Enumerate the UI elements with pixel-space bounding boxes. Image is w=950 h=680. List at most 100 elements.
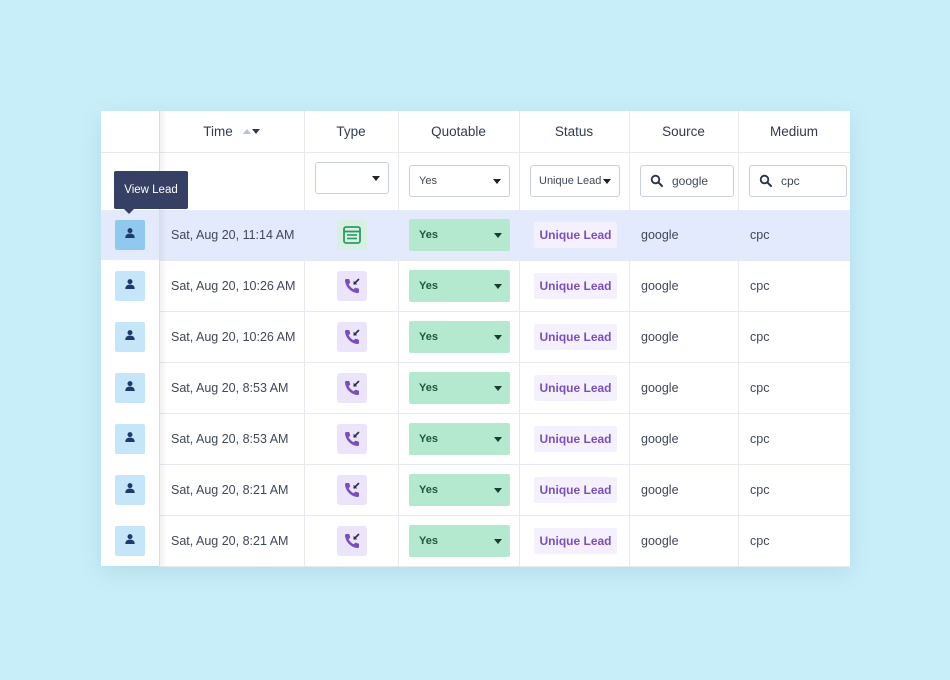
column-header-quotable[interactable]: Quotable [398, 111, 519, 153]
view-lead-button[interactable] [115, 373, 145, 403]
quotable-dropdown[interactable]: Yes [409, 525, 510, 557]
column-header-type[interactable]: Type [304, 111, 398, 153]
chevron-down-icon [372, 176, 380, 181]
quotable-filter-select[interactable]: Yes [409, 165, 510, 197]
source-cell: google [641, 279, 679, 293]
quotable-value: Yes [419, 229, 438, 241]
chevron-down-icon [494, 335, 502, 340]
medium-filter-input[interactable]: cpc [749, 165, 847, 197]
chevron-down-icon [494, 488, 502, 493]
type-filter-select[interactable] [315, 162, 389, 194]
chevron-down-icon [494, 284, 502, 289]
column-header-source[interactable]: Source [629, 111, 738, 153]
column-header-medium-label: Medium [769, 124, 818, 139]
time-cell: Sat, Aug 20, 11:14 AM [171, 228, 295, 242]
person-icon [124, 379, 136, 397]
column-divider [738, 111, 739, 566]
search-icon [650, 174, 663, 187]
source-filter-input[interactable]: google [640, 165, 734, 197]
source-filter-value: google [672, 174, 709, 188]
source-cell: google [641, 381, 679, 395]
person-icon [124, 277, 136, 295]
incoming-call-icon [337, 424, 367, 454]
form-icon [337, 220, 367, 250]
chevron-down-icon [494, 539, 502, 544]
status-badge[interactable]: Unique Lead [534, 324, 617, 350]
column-header-status[interactable]: Status [519, 111, 629, 153]
row-divider [159, 413, 850, 414]
quotable-value: Yes [419, 280, 438, 292]
column-header-time[interactable]: Time [159, 111, 304, 153]
view-lead-tooltip: View Lead [114, 171, 188, 214]
time-cell: Sat, Aug 20, 8:21 AM [171, 534, 289, 548]
medium-cell: cpc [750, 228, 770, 242]
time-cell: Sat, Aug 20, 8:21 AM [171, 483, 289, 497]
person-icon [124, 430, 136, 448]
quotable-dropdown[interactable]: Yes [409, 270, 510, 302]
sort-icon[interactable] [242, 129, 260, 134]
quotable-dropdown[interactable]: Yes [409, 372, 510, 404]
column-divider [398, 111, 399, 566]
person-icon [124, 226, 136, 244]
incoming-call-icon [337, 322, 367, 352]
quotable-dropdown[interactable]: Yes [409, 423, 510, 455]
row-divider [159, 311, 850, 312]
medium-cell: cpc [750, 534, 770, 548]
status-badge[interactable]: Unique Lead [534, 477, 617, 503]
time-cell: Sat, Aug 20, 10:26 AM [171, 330, 296, 344]
quotable-value: Yes [419, 535, 438, 547]
leads-table: Time Type Quotable Status Source Medium … [101, 111, 850, 567]
view-lead-button[interactable] [115, 271, 145, 301]
column-header-quotable-label: Quotable [431, 124, 486, 139]
person-icon [124, 532, 136, 550]
tooltip-label: View Lead [124, 184, 178, 196]
status-badge[interactable]: Unique Lead [534, 528, 617, 554]
time-cell: Sat, Aug 20, 8:53 AM [171, 381, 289, 395]
status-filter-value: Unique Lead [539, 175, 602, 187]
source-cell: google [641, 228, 679, 242]
column-divider [629, 111, 630, 566]
status-badge[interactable]: Unique Lead [534, 222, 617, 248]
incoming-call-icon [337, 373, 367, 403]
medium-cell: cpc [750, 381, 770, 395]
column-header-time-label: Time [203, 124, 233, 139]
quotable-value: Yes [419, 331, 438, 343]
view-lead-button[interactable] [115, 475, 145, 505]
medium-cell: cpc [750, 330, 770, 344]
time-cell: Sat, Aug 20, 10:26 AM [171, 279, 296, 293]
quotable-filter-value: Yes [419, 175, 437, 187]
time-cell: Sat, Aug 20, 8:53 AM [171, 432, 289, 446]
column-header-actions [101, 111, 159, 153]
column-header-type-label: Type [336, 124, 366, 139]
status-badge[interactable]: Unique Lead [534, 426, 617, 452]
chevron-down-icon [494, 233, 502, 238]
column-header-status-label: Status [554, 124, 594, 139]
source-cell: google [641, 483, 679, 497]
status-badge[interactable]: Unique Lead [534, 273, 617, 299]
column-header-medium[interactable]: Medium [738, 111, 850, 153]
medium-filter-value: cpc [781, 174, 800, 188]
row-divider [159, 464, 850, 465]
view-lead-button[interactable] [115, 424, 145, 454]
quotable-value: Yes [419, 433, 438, 445]
view-lead-button[interactable] [115, 220, 145, 250]
medium-cell: cpc [750, 279, 770, 293]
column-divider [304, 111, 305, 566]
quotable-dropdown[interactable]: Yes [409, 321, 510, 353]
medium-cell: cpc [750, 483, 770, 497]
row-divider [159, 566, 850, 567]
row-divider [159, 260, 850, 261]
column-divider [159, 111, 160, 566]
column-divider [519, 111, 520, 566]
source-cell: google [641, 534, 679, 548]
view-lead-button[interactable] [115, 526, 145, 556]
quotable-dropdown[interactable]: Yes [409, 219, 510, 251]
chevron-down-icon [494, 437, 502, 442]
status-badge[interactable]: Unique Lead [534, 375, 617, 401]
quotable-dropdown[interactable]: Yes [409, 474, 510, 506]
status-filter-select[interactable]: Unique Lead [530, 165, 620, 197]
search-icon [759, 174, 772, 187]
person-icon [124, 481, 136, 499]
view-lead-button[interactable] [115, 322, 145, 352]
quotable-value: Yes [419, 382, 438, 394]
